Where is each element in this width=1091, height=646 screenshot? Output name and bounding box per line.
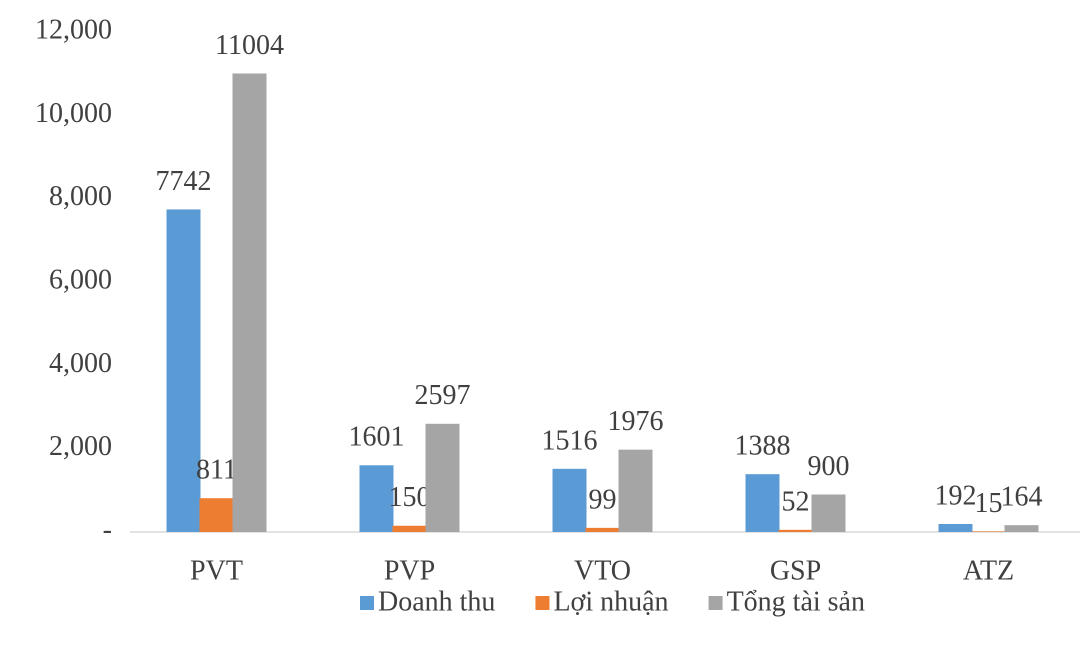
data-label: 15 <box>975 488 1003 519</box>
legend-swatch <box>360 596 375 610</box>
legend-swatch <box>535 596 550 610</box>
data-label: 99 <box>589 484 617 515</box>
data-label: 1601 <box>349 422 405 453</box>
data-label: 900 <box>808 451 850 482</box>
bar <box>359 465 394 532</box>
bar <box>425 423 460 532</box>
x-tick-label: PVP <box>384 555 435 586</box>
bar <box>585 527 620 532</box>
legend-label: Doanh thu <box>378 586 495 617</box>
data-label: 150 <box>389 482 431 513</box>
data-label: 1976 <box>608 406 664 437</box>
bar <box>811 494 846 532</box>
data-label: 11004 <box>215 30 284 61</box>
y-tick-label: 8,000 <box>49 181 112 212</box>
legend-label: Lợi nhuận <box>553 586 668 617</box>
x-tick-label: PVT <box>190 555 243 586</box>
y-tick-label: 6,000 <box>49 264 112 295</box>
x-tick-label: ATZ <box>963 555 1014 586</box>
data-label: 811 <box>196 455 237 486</box>
bar <box>552 468 587 532</box>
bar <box>1004 525 1039 532</box>
bar <box>778 529 813 532</box>
bar <box>232 73 267 532</box>
data-label: 1516 <box>542 425 598 456</box>
data-label: 52 <box>782 486 810 517</box>
y-tick-label: 2,000 <box>49 431 112 462</box>
bar <box>971 531 1006 532</box>
legend-swatch <box>708 596 723 610</box>
bar <box>392 525 427 532</box>
bar <box>938 524 973 532</box>
x-tick-label: GSP <box>770 555 821 586</box>
data-label: 164 <box>1001 482 1043 513</box>
data-label: 1388 <box>735 431 791 462</box>
legend-label: Tổng tài sản <box>727 586 865 617</box>
bar <box>166 209 201 532</box>
bar <box>618 449 653 532</box>
y-tick-label: 10,000 <box>35 98 112 129</box>
y-tick-label: - <box>103 514 112 545</box>
data-label: 192 <box>935 480 977 511</box>
data-label: 7742 <box>156 166 212 197</box>
bar <box>745 474 780 532</box>
y-tick-label: 12,000 <box>35 14 112 45</box>
data-label: 2597 <box>415 380 471 411</box>
x-tick-label: VTO <box>574 555 631 586</box>
y-tick-label: 4,000 <box>49 348 112 379</box>
bar <box>199 498 234 532</box>
